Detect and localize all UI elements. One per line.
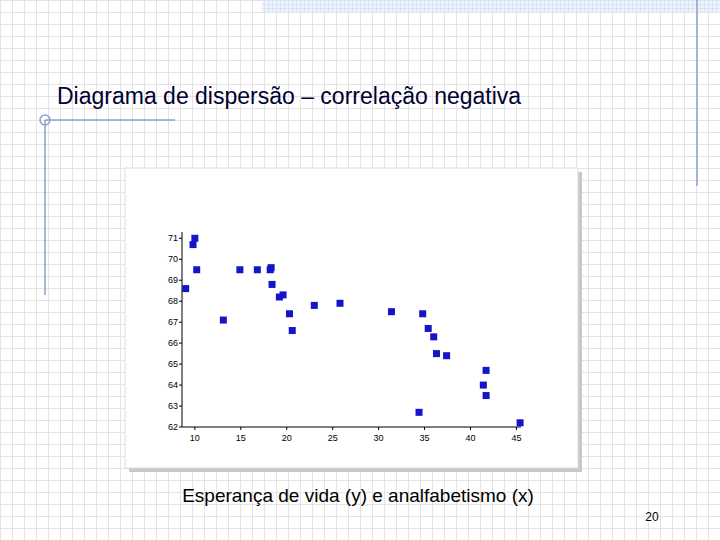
x-tick xyxy=(378,427,379,430)
point xyxy=(483,392,490,399)
point xyxy=(220,317,227,324)
point xyxy=(193,266,200,273)
left-rule xyxy=(44,120,46,295)
x-tick-label: 35 xyxy=(420,433,430,443)
x-tick-label: 20 xyxy=(282,433,292,443)
title-rule xyxy=(45,119,175,121)
x-tick-label: 30 xyxy=(374,433,384,443)
point xyxy=(286,310,293,317)
point xyxy=(236,266,243,273)
caption: Esperança de vida (y) e analfabetismo (x… xyxy=(182,485,534,506)
point xyxy=(269,281,276,288)
point xyxy=(337,300,344,307)
y-tick xyxy=(179,343,182,344)
y-tick xyxy=(179,259,182,260)
y-tick-label: 66 xyxy=(168,338,178,348)
x-tick-label: 10 xyxy=(190,433,200,443)
y-tick xyxy=(179,364,182,365)
y-tick xyxy=(179,280,182,281)
point xyxy=(517,419,524,426)
point xyxy=(483,367,490,374)
point xyxy=(280,291,287,298)
title: Diagrama de dispersão – correlação negat… xyxy=(57,83,521,109)
point xyxy=(430,333,437,340)
chart-area xyxy=(125,168,578,468)
point xyxy=(416,409,423,416)
y-tick xyxy=(179,238,182,239)
x-tick xyxy=(516,427,517,430)
x-tick-label: 25 xyxy=(328,433,338,443)
point xyxy=(254,266,261,273)
points xyxy=(182,235,523,427)
y-tick-label: 70 xyxy=(168,254,178,264)
slide: Diagrama de dispersão – correlação negat… xyxy=(0,0,720,540)
y-tick xyxy=(179,406,182,407)
point xyxy=(419,310,426,317)
y-tick-label: 71 xyxy=(168,233,178,243)
y-tick-label: 64 xyxy=(168,380,178,390)
x-tick xyxy=(470,427,471,430)
point xyxy=(388,308,395,315)
y-tick-label: 67 xyxy=(168,317,178,327)
y-tick xyxy=(179,385,182,386)
point xyxy=(191,235,198,242)
y-axis xyxy=(182,232,183,427)
x-tick xyxy=(286,427,287,430)
x-tick-label: 45 xyxy=(511,433,521,443)
right-rule xyxy=(696,0,698,186)
y-tick-label: 65 xyxy=(168,359,178,369)
point xyxy=(190,241,197,248)
point xyxy=(443,352,450,359)
x-tick xyxy=(240,427,241,430)
point xyxy=(311,302,318,309)
y-tick xyxy=(179,427,182,428)
rule-knob xyxy=(40,115,50,125)
y-tick xyxy=(179,301,182,302)
x-tick xyxy=(424,427,425,430)
top-bar xyxy=(262,0,720,12)
x-tick xyxy=(194,427,195,430)
y-tick xyxy=(179,322,182,323)
y-tick-label: 63 xyxy=(168,401,178,411)
point xyxy=(433,350,440,357)
y-tick-label: 68 xyxy=(168,296,178,306)
x-tick xyxy=(332,427,333,430)
point xyxy=(480,382,487,389)
x-tick-label: 40 xyxy=(465,433,475,443)
page-number: 20 xyxy=(645,510,659,524)
point xyxy=(289,327,296,334)
y-tick-label: 69 xyxy=(168,275,178,285)
point xyxy=(268,264,275,271)
y-tick-label: 62 xyxy=(168,422,178,432)
x-tick-label: 15 xyxy=(236,433,246,443)
point xyxy=(182,285,189,292)
point xyxy=(425,325,432,332)
